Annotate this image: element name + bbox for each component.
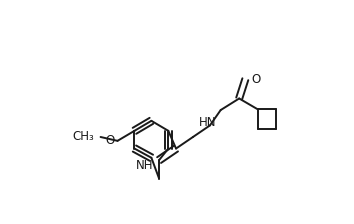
Text: O: O bbox=[105, 134, 114, 147]
Text: HN: HN bbox=[199, 116, 216, 129]
Text: CH₃: CH₃ bbox=[73, 131, 95, 144]
Text: NH: NH bbox=[136, 159, 153, 172]
Text: O: O bbox=[251, 73, 261, 86]
